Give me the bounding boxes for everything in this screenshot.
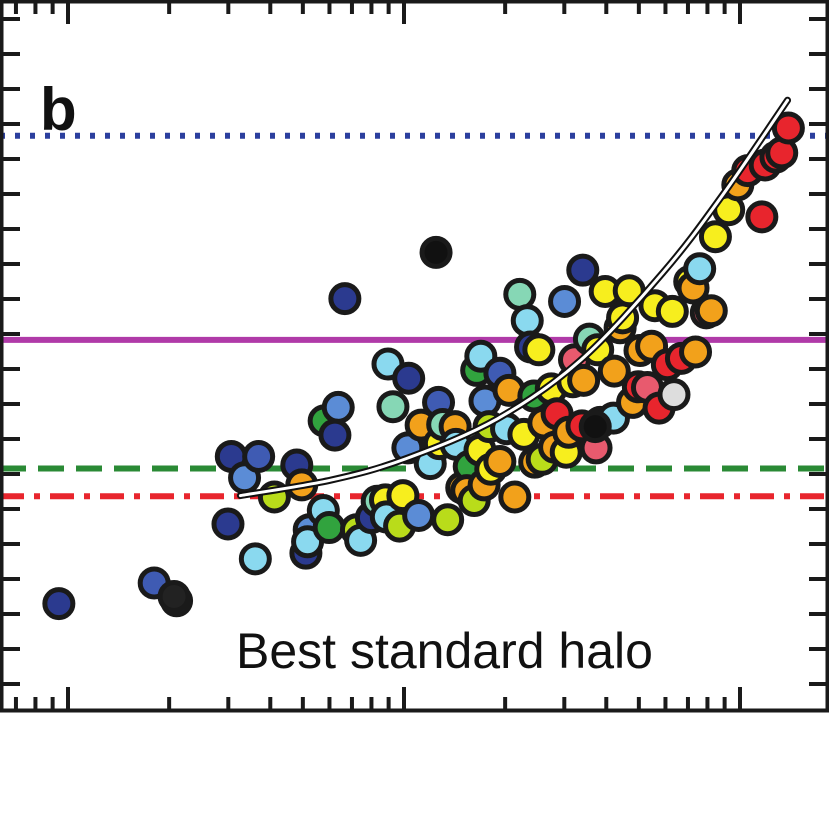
data-point [694,294,728,328]
plot-border [0,0,829,713]
data-point [655,294,689,328]
data-point [503,277,537,311]
data-point [683,252,717,286]
data-point [581,333,615,367]
data-point [42,587,76,621]
data-point [566,253,600,287]
data-point [238,542,272,576]
plot-frame [0,0,829,713]
data-point [328,282,362,316]
data-point [483,444,517,478]
data-point [431,503,465,537]
data-point [698,220,732,254]
data-point [771,111,805,145]
data-point [679,335,713,369]
data-point [548,284,582,318]
data-point [392,361,426,395]
data-point [510,304,544,338]
data-points [42,111,805,621]
annotation-best-standard-halo: Best standard halo [236,623,653,679]
data-point [312,511,346,545]
data-point [578,410,612,444]
best-fit-curve [236,96,792,500]
data-point [745,200,779,234]
data-point [157,580,191,614]
data-point [522,333,556,367]
data-point [376,390,410,424]
data-point [657,378,691,412]
data-point [211,507,245,541]
data-point [498,480,532,514]
data-point [321,390,355,424]
data-point [318,418,352,452]
best-fit-curve-line [238,98,790,498]
data-point [242,439,276,473]
data-point [402,498,436,532]
data-point [419,235,453,269]
data-point [597,354,631,388]
panel-label: b [40,76,77,143]
data-point [567,363,601,397]
